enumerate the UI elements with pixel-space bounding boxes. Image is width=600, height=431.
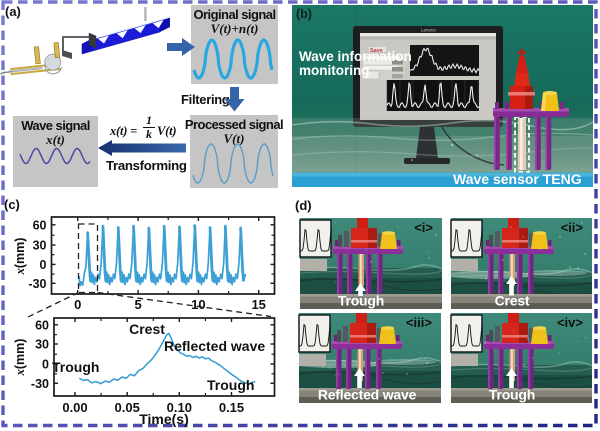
svg-text:<ii>: <ii> — [561, 220, 584, 235]
svg-text:monitoring: monitoring — [299, 63, 370, 78]
svg-text:Wave information: Wave information — [299, 49, 412, 64]
svg-text:Crest: Crest — [129, 321, 165, 337]
svg-text:Reflected wave: Reflected wave — [318, 387, 417, 403]
svg-text:Trough: Trough — [338, 293, 384, 309]
svg-text:10: 10 — [191, 297, 205, 312]
svg-text:30: 30 — [33, 239, 47, 253]
svg-text:60: 60 — [35, 318, 49, 332]
svg-text:0: 0 — [42, 358, 49, 372]
svg-text:0.10: 0.10 — [167, 400, 192, 415]
svg-text:<i>: <i> — [414, 220, 433, 235]
svg-text:Time(s): Time(s) — [139, 411, 189, 427]
svg-text:Save: Save — [370, 48, 383, 54]
svg-text:60: 60 — [33, 218, 47, 232]
svg-text:-30: -30 — [31, 377, 49, 391]
svg-text:-30: -30 — [28, 277, 46, 291]
svg-text:0.05: 0.05 — [115, 400, 140, 415]
svg-text:Trough: Trough — [52, 359, 99, 375]
svg-text:30: 30 — [35, 338, 49, 352]
svg-text:15: 15 — [251, 297, 265, 312]
svg-text:Wave sensor TENG: Wave sensor TENG — [453, 171, 582, 187]
svg-text:0: 0 — [74, 297, 81, 312]
svg-text:Trough: Trough — [489, 387, 535, 403]
svg-text:0.15: 0.15 — [219, 400, 244, 415]
svg-text:0.00: 0.00 — [62, 400, 87, 415]
svg-text:<iii>: <iii> — [406, 315, 432, 330]
svg-text:x(mm): x(mm) — [13, 339, 27, 377]
svg-text:x(mm): x(mm) — [13, 238, 27, 276]
svg-text:(b): (b) — [296, 7, 312, 21]
svg-text:<iv>: <iv> — [557, 315, 583, 330]
svg-text:5: 5 — [134, 297, 141, 312]
svg-text:Lenovo: Lenovo — [421, 28, 436, 33]
svg-text:Trough: Trough — [207, 377, 254, 393]
svg-text:Reflected wave: Reflected wave — [164, 338, 265, 354]
svg-text:Crest: Crest — [495, 293, 530, 309]
svg-text:0: 0 — [40, 258, 47, 272]
